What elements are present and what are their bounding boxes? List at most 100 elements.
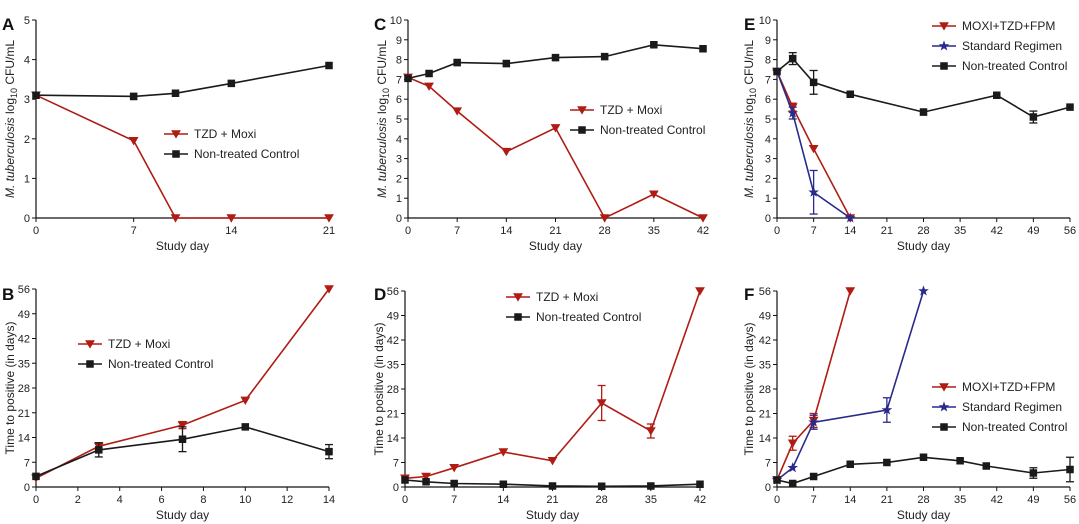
series-tzd-moxi: [31, 285, 334, 483]
x-tick-label: 35: [954, 225, 966, 237]
data-point: [650, 40, 658, 49]
x-tick-label: 21: [881, 494, 893, 506]
data-point: [809, 78, 818, 87]
legend-label: Non-treated Control: [108, 357, 213, 371]
data-point: [596, 399, 607, 408]
y-tick-label: 1: [396, 193, 402, 205]
series-line: [404, 290, 701, 480]
series-non-treated-control: [401, 476, 704, 491]
series-non-treated-control: [404, 40, 707, 83]
series-line: [776, 71, 852, 219]
x-tick-label: 0: [402, 494, 408, 506]
data-point: [226, 214, 237, 223]
legend-marker: [939, 383, 949, 392]
data-point: [32, 472, 40, 481]
legend-label: MOXI+TZD+FPM: [962, 19, 1055, 33]
x-tick-label: 21: [881, 225, 893, 237]
y-tick-label: 9: [396, 35, 402, 47]
x-tick-label: 7: [451, 494, 457, 506]
x-tick-label: 7: [454, 225, 460, 237]
series-tzd-moxi: [403, 73, 708, 223]
data-point: [883, 458, 891, 467]
series-standard-regimen: [771, 65, 856, 223]
panel-letter: C: [374, 15, 386, 34]
data-point: [177, 421, 188, 430]
data-point: [324, 214, 334, 223]
data-point: [421, 472, 431, 482]
legend-label: TZD + Moxi: [108, 337, 170, 351]
data-point: [325, 61, 333, 70]
data-point: [547, 456, 558, 466]
y-tick-label: 3: [396, 154, 402, 166]
y-tick-label: 0: [393, 482, 399, 494]
y-axis-title: Time to positive (in days): [3, 322, 17, 455]
legend-label: TZD + Moxi: [194, 127, 256, 141]
y-tick-label: 21: [18, 408, 30, 420]
data-point: [787, 439, 798, 448]
x-tick-label: 10: [239, 494, 251, 506]
data-point: [227, 79, 236, 88]
y-tick-label: 49: [18, 309, 30, 321]
x-tick-label: 28: [917, 225, 929, 237]
y-tick-label: 56: [759, 286, 771, 298]
y-tick-label: 5: [765, 114, 771, 126]
legend-marker: [86, 360, 94, 368]
data-point: [599, 214, 610, 223]
data-point: [170, 214, 181, 223]
y-tick-label: 56: [387, 286, 399, 298]
data-point: [425, 69, 433, 78]
y-axis-title: M. tuberculosis log10 CFU/mL: [742, 40, 758, 198]
series-standard-regimen: [771, 285, 929, 485]
y-tick-label: 10: [390, 15, 402, 27]
data-point: [129, 92, 138, 101]
y-tick-label: 3: [765, 154, 771, 166]
x-tick-label: 14: [844, 494, 856, 506]
x-tick-label: 42: [991, 225, 1003, 237]
x-tick-label: 7: [811, 225, 817, 237]
data-point: [773, 476, 781, 484]
panel-letter: B: [2, 285, 14, 304]
x-tick-label: 28: [917, 494, 929, 506]
y-tick-label: 49: [387, 311, 399, 323]
y-axis-title: M. tuberculosis log10 CFU/mL: [375, 40, 391, 198]
x-tick-label: 2: [75, 494, 81, 506]
y-axis-title: M. tuberculosis log10 CFU/mL: [3, 40, 19, 198]
x-tick-label: 42: [697, 225, 709, 237]
panel-a: A 0 1 2 3 4 5 0 7 14 21 Study day M. tuberculosis lo…: [2, 15, 335, 253]
data-point: [449, 463, 460, 473]
y-tick-label: 0: [765, 213, 771, 225]
data-point: [808, 186, 819, 197]
y-tick-label: 35: [387, 360, 399, 372]
data-point: [1029, 469, 1038, 477]
x-tick-label: 7: [811, 494, 817, 506]
data-point: [453, 58, 461, 67]
y-tick-label: 2: [24, 134, 30, 146]
y-tick-label: 49: [759, 311, 771, 323]
legend-marker: [514, 313, 522, 321]
y-tick-label: 2: [396, 173, 402, 185]
x-tick-label: 0: [405, 225, 411, 237]
x-tick-label: 14: [497, 494, 509, 506]
panel-c: C 0 1 2 3 4 5 6 7 8 9 10 0 7 14 21 28 35 42 Study day M. tub…: [374, 15, 709, 253]
data-point: [240, 396, 251, 405]
x-tick-label: 42: [991, 494, 1003, 506]
legend-label: Non-treated Control: [600, 123, 705, 137]
data-point: [982, 462, 991, 470]
data-point: [808, 416, 819, 427]
x-tick-label: 12: [281, 494, 293, 506]
y-tick-label: 6: [765, 94, 771, 106]
legend-marker: [172, 150, 180, 158]
x-tick-label: 49: [1027, 225, 1039, 237]
y-tick-label: 7: [24, 457, 30, 469]
data-point: [699, 44, 707, 53]
legend-label: TZD + Moxi: [536, 290, 598, 304]
data-point: [645, 427, 656, 436]
data-point: [647, 482, 655, 490]
data-point: [401, 476, 409, 484]
x-tick-label: 28: [596, 494, 608, 506]
data-point: [808, 144, 819, 154]
series-tzd-moxi: [400, 287, 705, 483]
x-tick-label: 14: [323, 494, 335, 506]
series-non-treated-control: [32, 61, 333, 101]
